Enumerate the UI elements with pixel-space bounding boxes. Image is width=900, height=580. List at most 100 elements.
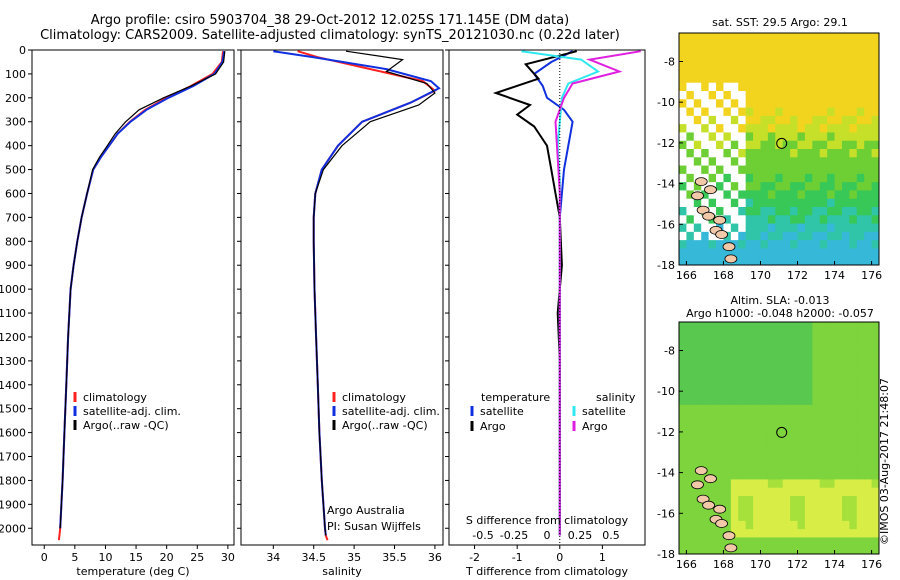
map-cell xyxy=(686,545,695,555)
map-cell xyxy=(716,248,724,258)
map-cell xyxy=(775,149,784,158)
map-cell xyxy=(745,107,754,117)
map-cell xyxy=(679,140,687,150)
map-cell xyxy=(738,454,747,464)
map-cell xyxy=(864,479,872,489)
map-cell xyxy=(849,190,858,200)
map-cell xyxy=(730,346,739,356)
map-cell xyxy=(775,57,784,67)
map-cell xyxy=(693,438,702,447)
map-cell xyxy=(723,496,732,505)
map-cell xyxy=(753,190,761,200)
map-cell xyxy=(767,223,776,233)
map-cell xyxy=(753,240,761,249)
map-cell xyxy=(834,33,843,42)
map-cell xyxy=(849,322,858,331)
map-cell xyxy=(679,115,687,125)
map-cell xyxy=(856,82,865,92)
map-cell xyxy=(701,248,710,258)
map-cell xyxy=(812,496,821,505)
map-cell xyxy=(730,520,739,530)
map-cell xyxy=(745,124,754,133)
island-shape xyxy=(704,185,717,195)
map-cell xyxy=(841,33,850,42)
map-cell xyxy=(841,165,850,175)
map-cell xyxy=(812,82,821,92)
map-cell xyxy=(708,190,717,200)
map-cell xyxy=(871,545,880,555)
map-cell xyxy=(679,512,687,522)
map-cell xyxy=(871,165,880,175)
map-cell xyxy=(686,504,695,513)
map-cell xyxy=(686,487,695,497)
map-cell xyxy=(827,182,835,191)
x2-tick-label: -0.5 xyxy=(472,529,493,542)
map-cell xyxy=(782,132,791,142)
map-cell xyxy=(708,240,717,249)
map-cell xyxy=(775,413,784,422)
map-cell xyxy=(693,396,702,406)
map-cell xyxy=(827,33,835,42)
map-cell xyxy=(841,371,850,381)
map-cell xyxy=(827,520,835,530)
map-cell xyxy=(738,471,747,480)
map-cell xyxy=(871,248,880,258)
map-cell xyxy=(871,223,880,233)
map-cell xyxy=(738,198,747,208)
map-cell xyxy=(745,91,754,100)
map-cell xyxy=(841,330,850,339)
map-cell xyxy=(723,504,732,513)
map-cell xyxy=(782,57,791,67)
map-cell xyxy=(790,537,798,547)
map-cell xyxy=(819,380,828,389)
map-cell xyxy=(679,149,687,158)
map-cell xyxy=(753,322,761,331)
map-cell xyxy=(745,57,754,67)
map-cell xyxy=(827,404,835,414)
map-cell xyxy=(856,240,865,249)
map-cell xyxy=(679,165,687,175)
map-cell xyxy=(723,371,732,381)
map-cell xyxy=(797,504,806,513)
map-cell xyxy=(827,338,835,348)
map-cell xyxy=(708,132,717,142)
legend-label: Argo xyxy=(480,420,506,433)
map-cell xyxy=(723,471,732,480)
map-cell xyxy=(782,438,791,447)
map-cell xyxy=(849,198,858,208)
map-cell xyxy=(693,132,702,142)
map-cell xyxy=(856,57,865,67)
map-cell xyxy=(790,512,798,522)
map-cell xyxy=(753,479,761,489)
map-cell xyxy=(856,429,865,439)
map-cell xyxy=(804,537,813,547)
map-cell xyxy=(841,413,850,422)
map-cell xyxy=(819,207,828,216)
map-cell xyxy=(804,371,813,381)
map-cell xyxy=(693,504,702,513)
map-cell xyxy=(871,429,880,439)
map-cell xyxy=(790,57,798,67)
map-cell xyxy=(782,182,791,191)
map-cell xyxy=(730,107,739,117)
map-cell xyxy=(753,107,761,117)
map-cell xyxy=(856,462,865,472)
map-cell xyxy=(738,99,747,108)
map-cell xyxy=(730,330,739,339)
map-cell xyxy=(730,487,739,497)
y-tick-label: 2000 xyxy=(0,522,26,535)
map-cell xyxy=(804,74,813,84)
map-cell xyxy=(797,479,806,489)
map-cell xyxy=(753,413,761,422)
map-cell xyxy=(819,256,828,266)
map-cell xyxy=(834,99,843,108)
map-cell xyxy=(782,248,791,258)
map-cell xyxy=(738,115,747,125)
map-cell xyxy=(693,231,702,241)
map-cell xyxy=(841,91,850,100)
map-cell xyxy=(804,207,813,216)
map-cell xyxy=(871,231,880,241)
map-cell xyxy=(782,240,791,249)
map-cell xyxy=(767,487,776,497)
map-cell xyxy=(804,49,813,59)
